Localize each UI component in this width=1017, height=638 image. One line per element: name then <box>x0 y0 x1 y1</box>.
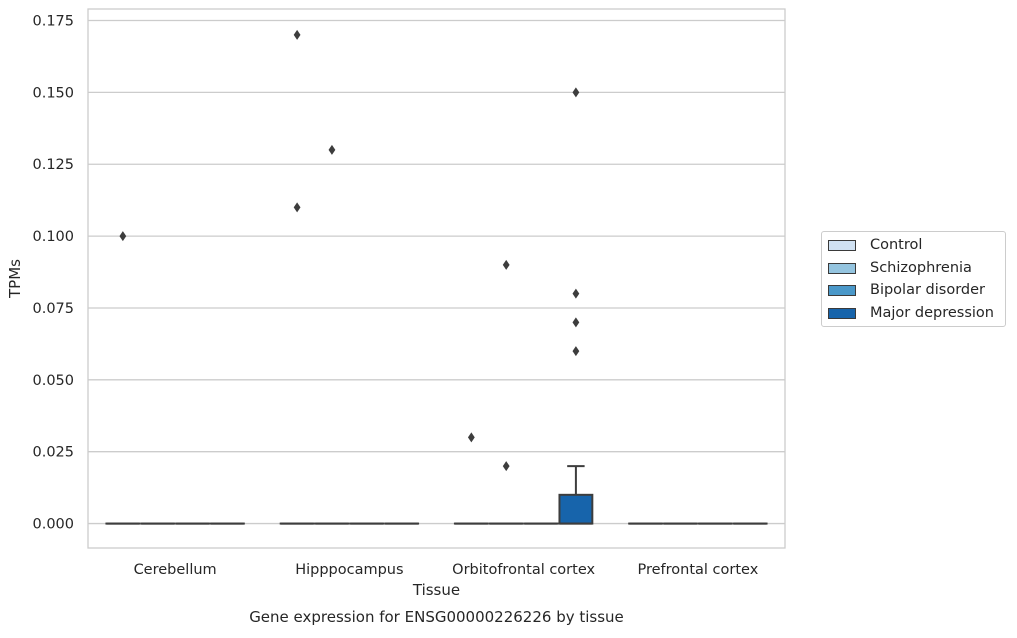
y-tick-label: 0.050 <box>32 373 74 389</box>
legend-label: Schizophrenia <box>870 260 972 276</box>
x-tick-label: Orbitofrontal cortex <box>452 562 595 578</box>
legend-label: Bipolar disorder <box>870 282 985 298</box>
legend-label: Control <box>870 237 922 253</box>
legend-item-control: Control <box>828 235 922 255</box>
plot-background <box>88 9 785 548</box>
y-tick-label: 0.100 <box>32 229 74 245</box>
legend: Control Schizophrenia Bipolar disorder M… <box>821 231 1006 327</box>
chart-caption: Gene expression for ENSG00000226226 by t… <box>249 608 624 626</box>
legend-item-schizophrenia: Schizophrenia <box>828 258 972 278</box>
x-tick-label: Hipppocampus <box>295 562 403 578</box>
x-tick-label: Cerebellum <box>134 562 217 578</box>
y-tick-labels: 0.000 0.025 0.050 0.075 0.100 0.125 0.150 0.175 <box>32 13 74 532</box>
y-tick-label: 0.125 <box>32 157 74 173</box>
box <box>559 495 592 524</box>
legend-item-major-depression: Major depression <box>828 303 994 323</box>
legend-item-bipolar-disorder: Bipolar disorder <box>828 280 985 300</box>
x-axis-label: Tissue <box>412 581 460 599</box>
legend-swatch <box>828 240 856 251</box>
legend-swatch <box>828 263 856 274</box>
y-tick-label: 0.075 <box>32 301 74 317</box>
y-axis-label: TPMs <box>6 259 24 299</box>
legend-swatch <box>828 308 856 319</box>
x-tick-labels: Cerebellum Hipppocampus Orbitofrontal cort… <box>134 562 759 578</box>
y-tick-label: 0.000 <box>32 517 74 533</box>
legend-swatch <box>828 285 856 296</box>
y-tick-label: 0.025 <box>32 445 74 461</box>
y-tick-label: 0.150 <box>32 85 74 101</box>
x-tick-label: Prefrontal cortex <box>637 562 758 578</box>
y-tick-label: 0.175 <box>32 13 74 29</box>
legend-label: Major depression <box>870 305 994 321</box>
